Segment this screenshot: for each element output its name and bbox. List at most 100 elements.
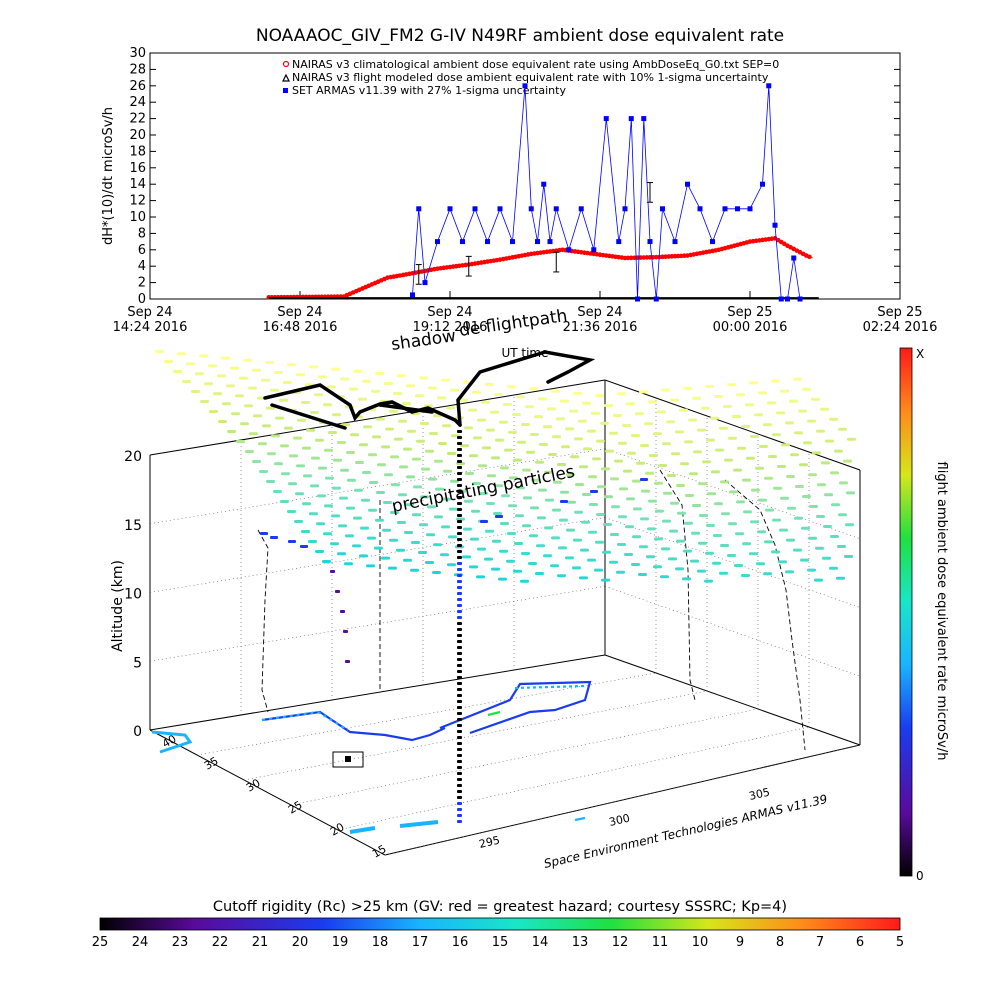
grid-floor-line bbox=[196, 672, 657, 756]
rigidity-colorbar bbox=[99, 917, 901, 931]
surface-cell bbox=[396, 548, 405, 552]
surface-cell bbox=[464, 499, 473, 503]
surface-cell bbox=[801, 526, 810, 530]
profile-point bbox=[457, 568, 462, 571]
profile-point bbox=[300, 545, 308, 548]
surface-cell bbox=[543, 425, 552, 429]
surface-cell bbox=[523, 496, 532, 500]
surface-cell bbox=[661, 388, 670, 392]
longitude-tick-label: 300 bbox=[608, 812, 631, 829]
surface-cell bbox=[742, 478, 751, 482]
surface-cell bbox=[450, 388, 459, 392]
surface-cell bbox=[648, 499, 657, 503]
surface-cell bbox=[412, 457, 421, 461]
surface-cell bbox=[213, 392, 222, 396]
surface-cell bbox=[846, 491, 855, 495]
point-armas bbox=[772, 222, 778, 228]
surface-cell bbox=[573, 391, 582, 395]
surface-cell bbox=[675, 430, 684, 434]
surface-cell bbox=[706, 438, 715, 442]
rigidity-tick-label: 8 bbox=[776, 935, 784, 950]
profile-point bbox=[330, 570, 335, 573]
surface-cell bbox=[199, 354, 208, 358]
surface-cell bbox=[723, 405, 732, 408]
x-tick-time: 16:48 2016 bbox=[263, 320, 338, 335]
profile-point bbox=[457, 538, 462, 541]
profile-point bbox=[340, 610, 345, 613]
surface-cell bbox=[653, 432, 662, 436]
rigidity-tick-label: 16 bbox=[452, 935, 469, 950]
surface-cell bbox=[499, 549, 508, 553]
altitude-axis-label: Altitude (km) bbox=[110, 560, 126, 652]
surface-cell bbox=[515, 514, 524, 518]
surface-cell bbox=[561, 445, 570, 449]
profile-point bbox=[457, 604, 462, 607]
profile-point bbox=[457, 454, 462, 457]
surface-cell bbox=[690, 559, 699, 563]
x-tick-time: 14:24 2016 bbox=[113, 320, 188, 335]
surface-cell bbox=[309, 512, 318, 516]
surface-cell bbox=[679, 408, 688, 412]
surface-cell bbox=[322, 560, 331, 563]
profile-point bbox=[457, 700, 462, 703]
surface-cell bbox=[838, 427, 847, 431]
surface-cell bbox=[779, 528, 788, 532]
surface-cell bbox=[333, 458, 342, 462]
surface-cell bbox=[485, 529, 494, 533]
point-armas bbox=[528, 206, 534, 212]
surface-cell bbox=[596, 513, 605, 516]
surface-cell bbox=[685, 494, 694, 497]
surface-cell bbox=[398, 419, 407, 423]
surface-cell bbox=[464, 426, 473, 430]
surface-cell bbox=[266, 480, 275, 483]
map-marker-box bbox=[332, 751, 364, 768]
annotation-shadow: shadow bbox=[390, 326, 457, 355]
surface-cell bbox=[684, 521, 693, 525]
surface-cell bbox=[768, 455, 777, 458]
surface-cell bbox=[830, 471, 839, 475]
point-armas bbox=[622, 206, 628, 212]
surface-cell bbox=[789, 399, 798, 403]
surface-cell bbox=[315, 438, 324, 442]
surface-cell bbox=[815, 546, 824, 550]
profile-point bbox=[270, 536, 278, 539]
top-series-layer bbox=[266, 83, 819, 302]
surface-cell bbox=[403, 447, 412, 451]
profile-point bbox=[480, 520, 488, 523]
surface-cell bbox=[460, 444, 469, 448]
surface-cell bbox=[265, 361, 274, 364]
point-armas bbox=[760, 181, 765, 187]
surface-cell bbox=[261, 378, 270, 382]
surface-cell bbox=[816, 515, 825, 518]
surface-cell bbox=[794, 516, 803, 520]
surface-cell bbox=[565, 556, 574, 560]
surface-cell bbox=[249, 432, 258, 436]
x-tick-day: Sep 24 bbox=[427, 305, 472, 320]
surface-cell bbox=[355, 461, 364, 464]
surface-cell bbox=[440, 553, 449, 557]
shadow-lines bbox=[257, 469, 806, 751]
surface-cell bbox=[614, 459, 623, 463]
surface-cell bbox=[814, 578, 823, 582]
y-tick-label: 4 bbox=[138, 259, 146, 274]
y-tick-label: 14 bbox=[129, 177, 146, 192]
surface-cell bbox=[713, 534, 722, 537]
surface-cell bbox=[702, 460, 711, 464]
surface-cell bbox=[293, 436, 302, 440]
point-armas bbox=[722, 206, 728, 212]
surface-cell bbox=[654, 537, 663, 541]
surface-cell bbox=[831, 503, 840, 507]
surface-cell bbox=[389, 409, 398, 413]
surface-cell bbox=[837, 545, 846, 548]
surface-cell bbox=[778, 560, 787, 564]
surface-cell bbox=[824, 493, 833, 497]
surface-cell bbox=[749, 381, 758, 385]
surface-cell bbox=[680, 462, 689, 466]
surface-cell bbox=[657, 410, 666, 414]
point-climatological bbox=[807, 254, 812, 260]
surface-cell bbox=[619, 487, 628, 491]
surface-cell bbox=[604, 404, 613, 407]
point-armas bbox=[616, 239, 622, 245]
precipitating-particles-surface bbox=[155, 350, 856, 583]
surface-cell bbox=[331, 514, 340, 518]
